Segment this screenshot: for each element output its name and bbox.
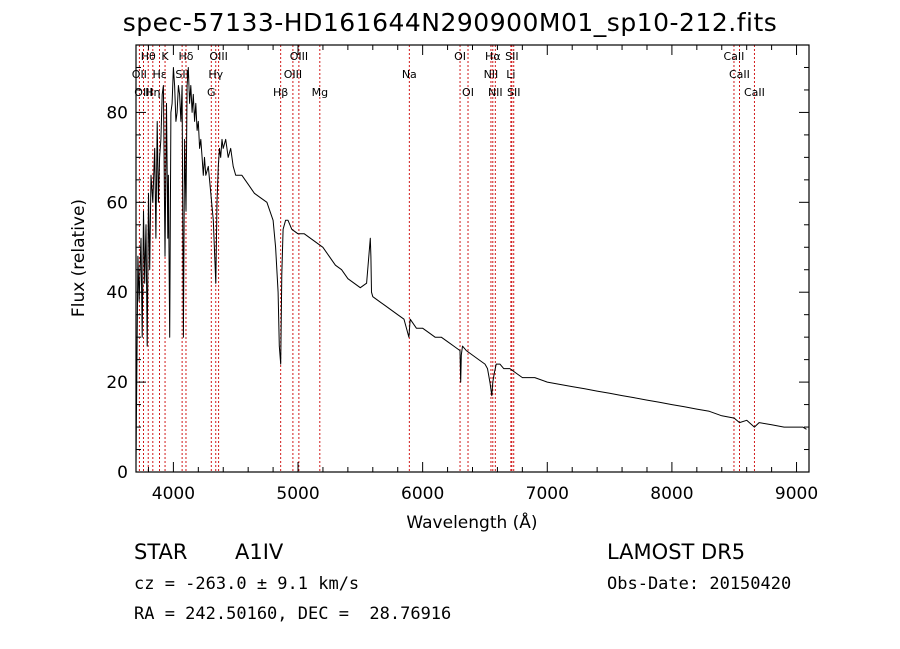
- line-marker-label: Mg: [312, 86, 328, 99]
- line-marker-label: OI: [462, 86, 474, 99]
- line-marker-label: Hδ: [178, 50, 193, 63]
- redshift-text: cz = -263.0 ± 9.1 km/s: [134, 574, 360, 594]
- plot-frame: [135, 44, 810, 473]
- y-tick-label: 20: [106, 373, 128, 393]
- object-subclass: A1IV: [235, 540, 284, 564]
- line-marker-label: Na: [402, 68, 417, 81]
- spectrum-series: [135, 67, 807, 464]
- y-tick-label: 0: [117, 463, 128, 483]
- line-marker-label: G: [207, 86, 216, 99]
- x-tick-label: 9000: [775, 484, 818, 504]
- line-marker-label: SII: [507, 86, 520, 99]
- line-marker-label: OIII: [284, 68, 302, 81]
- line-marker-label: NII: [484, 68, 499, 81]
- line-marker-label: Hγ: [208, 68, 223, 81]
- line-marker-label: CaII: [724, 50, 745, 63]
- line-marker-label: Hα: [485, 50, 501, 63]
- line-marker-label: Hε: [152, 68, 166, 81]
- y-tick-label: 80: [106, 103, 128, 123]
- line-marker-label: Li: [506, 68, 515, 81]
- y-tick-label: 60: [106, 193, 128, 213]
- survey-name: LAMOST DR5: [607, 540, 746, 564]
- x-tick-label: 4000: [152, 484, 195, 504]
- line-marker-label: OIII: [209, 50, 227, 63]
- line-marker-label: Hη: [145, 86, 160, 99]
- plot-title: spec-57133-HD161644N290900M01_sp10-212.f…: [122, 8, 778, 37]
- line-marker-label: Hθ: [141, 50, 156, 63]
- line-marker-label: OII: [132, 68, 147, 81]
- line-marker-label: K: [161, 50, 169, 63]
- axis-ticks: 4000 5000 6000 7000 8000 9000 0 20 40 60 80: [106, 44, 818, 504]
- y-axis-label: Flux (relative): [69, 199, 89, 317]
- line-marker-label: CaII: [744, 86, 765, 99]
- line-marker-label: Hβ: [273, 86, 288, 99]
- line-marker-label: SII: [505, 50, 518, 63]
- line-markers: [138, 45, 755, 472]
- line-marker-label: OI: [454, 50, 466, 63]
- line-marker-label: CaII: [729, 68, 750, 81]
- object-class: STAR: [134, 540, 188, 564]
- coordinates: RA = 242.50160, DEC = 28.76916: [134, 604, 452, 624]
- obs-date: Obs-Date: 20150420: [607, 574, 792, 594]
- line-marker-label: NII: [488, 86, 503, 99]
- x-tick-label: 8000: [650, 484, 693, 504]
- line-marker-label: OIII: [290, 50, 308, 63]
- x-tick-label: 6000: [401, 484, 444, 504]
- y-tick-label: 40: [106, 283, 128, 303]
- x-tick-label: 5000: [276, 484, 319, 504]
- line-marker-label: SII: [175, 68, 188, 81]
- spectrum-line: [135, 67, 807, 464]
- x-tick-label: 7000: [526, 484, 569, 504]
- line-marker-label: OIII: [134, 86, 152, 99]
- x-axis-label: Wavelength (Å): [406, 511, 537, 533]
